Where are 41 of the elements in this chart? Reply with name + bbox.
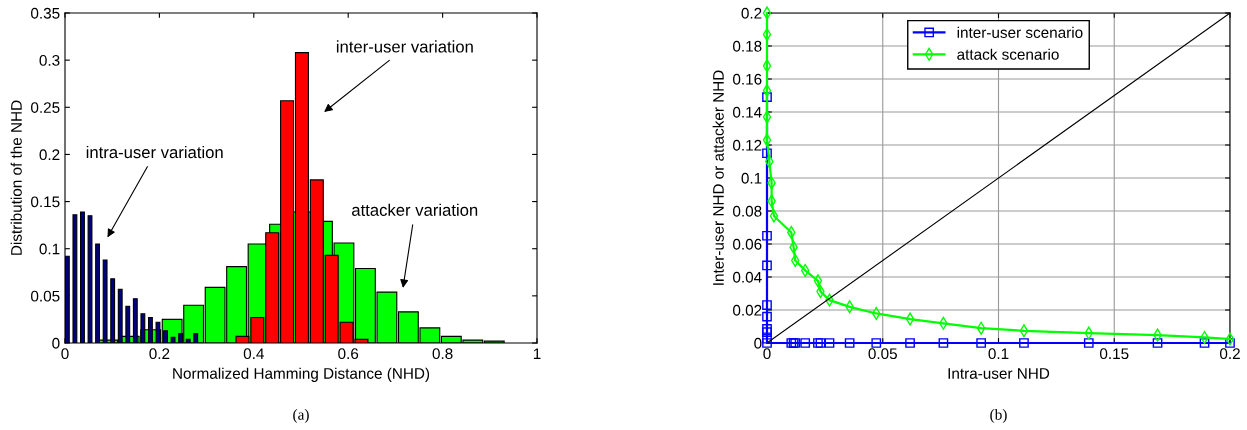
- y-tick-label: 0: [754, 337, 762, 349]
- y-axis-title: Inter-user NHD or attacker NHD: [712, 70, 724, 285]
- x-tick-label: 0: [61, 348, 69, 360]
- annotation: intra-user variation: [86, 145, 223, 159]
- y-tick-label: 0.25: [31, 102, 60, 113]
- x-tick-label: 0.6: [338, 348, 359, 360]
- y-tick-label: 0.05: [31, 290, 60, 302]
- y-tick-label: 0.2: [741, 7, 762, 19]
- annotation: attacker variation: [352, 203, 478, 216]
- y-tick-label: 0.18: [733, 40, 762, 52]
- y-tick-label: 0.14: [733, 106, 762, 118]
- x-tick-label: 0: [763, 348, 771, 360]
- y-tick-label: 0.06: [733, 238, 762, 250]
- y-axis-title: Distribution of the NHD: [10, 100, 22, 255]
- legend-label: attack scenario: [957, 48, 1059, 60]
- x-tick-label: 0.2: [149, 348, 170, 360]
- y-tick-label: 0.08: [733, 205, 762, 217]
- x-axis-title: Normalized Hamming Distance (NHD): [173, 367, 430, 382]
- x-tick-label: 0.1: [988, 348, 1009, 360]
- y-tick-label: 0.02: [733, 304, 762, 316]
- y-tick-label: 0: [52, 337, 60, 349]
- y-tick-label: 0.12: [733, 139, 762, 151]
- y-tick-label: 0.1: [39, 243, 60, 255]
- y-tick-label: 0.2: [39, 149, 60, 161]
- text: (b): [990, 409, 1007, 423]
- y-tick-label: 0.35: [31, 7, 60, 19]
- annotation: inter-user variation: [336, 40, 473, 53]
- text: (a): [293, 409, 309, 423]
- x-axis-title: Intra-user NHD: [948, 368, 1050, 379]
- x-tick-label: 0.8: [432, 348, 453, 360]
- x-tick-label: 0.4: [243, 348, 264, 360]
- x-tick-label: 0.15: [1099, 348, 1129, 360]
- x-tick-label: 1: [533, 348, 541, 359]
- y-tick-label: 0.15: [31, 196, 60, 208]
- y-tick-label: 0.1: [741, 172, 762, 184]
- y-tick-label: 0.16: [733, 73, 762, 85]
- legend-label: inter-user scenario: [957, 26, 1083, 38]
- x-tick-label: 0.2: [1219, 348, 1240, 360]
- y-tick-label: 0.3: [39, 55, 60, 66]
- x-tick-label: 0.05: [868, 348, 897, 360]
- y-tick-label: 0.04: [733, 271, 762, 283]
